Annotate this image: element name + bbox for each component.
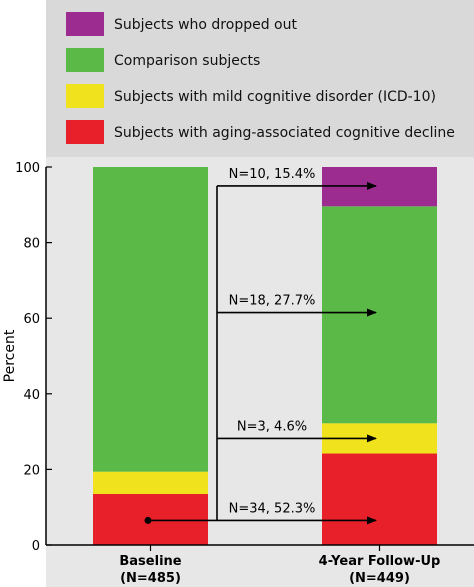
y-tick-label: 60	[23, 312, 40, 327]
y-tick-label: 80	[23, 237, 40, 252]
y-tick-label: 100	[15, 161, 40, 176]
legend-label-3: Subjects with aging-associated cognitive…	[114, 125, 455, 141]
legend-swatch-2	[66, 84, 104, 108]
category-sublabel: (N=485)	[120, 571, 181, 586]
y-tick-label: 20	[23, 463, 40, 478]
legend-swatch-3	[66, 120, 104, 144]
flow-annotation-label-2: N=3, 4.6%	[237, 419, 307, 434]
category-label: 4-Year Follow-Up	[319, 554, 441, 569]
y-tick-label: 40	[23, 388, 40, 403]
legend-label-1: Comparison subjects	[114, 53, 260, 69]
flow-annotation-label-3: N=34, 52.3%	[229, 501, 316, 516]
legend-label-0: Subjects who dropped out	[114, 17, 297, 33]
flow-annotation-label-1: N=18, 27.7%	[229, 294, 316, 309]
bar-segment-0-1	[93, 471, 208, 494]
legend-swatch-1	[66, 48, 104, 72]
category-label: Baseline	[119, 554, 181, 569]
legend-label-2: Subjects with mild cognitive disorder (I…	[114, 89, 436, 105]
category-sublabel: (N=449)	[349, 571, 410, 586]
y-axis-label: Percent	[2, 329, 18, 382]
flow-annotation-label-0: N=10, 15.4%	[229, 167, 316, 182]
legend-swatch-0	[66, 12, 104, 36]
bar-segment-1-0	[322, 453, 437, 545]
bar-segment-0-2	[93, 167, 208, 472]
bar-segment-1-2	[322, 206, 437, 424]
y-tick-label: 0	[32, 539, 40, 554]
legend-panel	[46, 0, 474, 157]
